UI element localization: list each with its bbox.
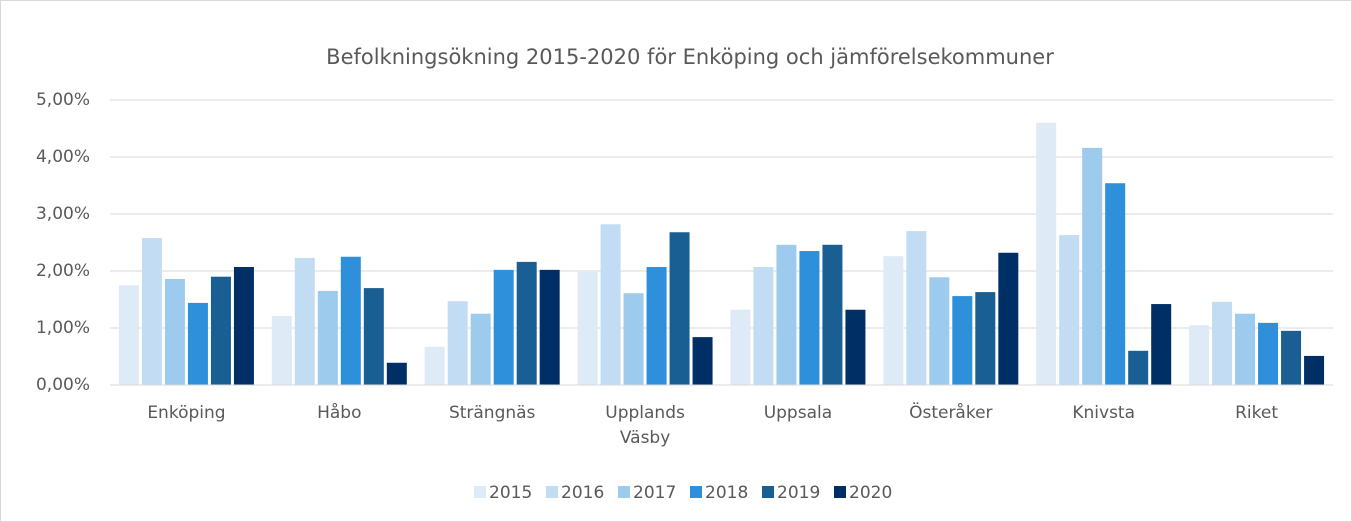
bar: [623, 293, 644, 385]
bar: [493, 269, 514, 385]
bar: [1059, 235, 1080, 385]
bar: [952, 296, 973, 385]
y-tick-label: 4,00%: [36, 147, 90, 167]
x-tick-label: Enköping: [147, 403, 225, 423]
bar: [577, 271, 598, 385]
bar: [730, 309, 751, 385]
bar: [1304, 355, 1325, 385]
bar: [776, 244, 797, 385]
legend-swatch: [546, 486, 558, 498]
legend-swatch: [618, 486, 630, 498]
bar: [799, 251, 820, 385]
bar: [1281, 330, 1302, 385]
bar: [692, 337, 713, 385]
legend-swatch: [762, 486, 774, 498]
legend-label: 2015: [489, 483, 532, 503]
x-tick-label: Österåker: [909, 401, 992, 423]
bar: [975, 292, 996, 385]
legend-label: 2020: [849, 483, 892, 503]
legend-swatch: [474, 486, 486, 498]
chart-title: Befolkningsökning 2015-2020 för Enköping…: [326, 45, 1054, 69]
legend-label: 2017: [633, 483, 676, 503]
bar: [1258, 322, 1279, 385]
bar: [1151, 304, 1172, 385]
x-tick-label: Knivsta: [1072, 403, 1135, 423]
y-tick-label: 3,00%: [36, 204, 90, 224]
bar: [141, 237, 162, 385]
bar: [1036, 122, 1057, 386]
bar: [539, 269, 560, 385]
bar: [669, 232, 690, 385]
bar: [822, 244, 843, 385]
bar: [118, 285, 139, 385]
bar: [424, 346, 445, 385]
legend-label: 2019: [777, 483, 820, 503]
bar: [1235, 313, 1256, 385]
y-tick-label: 0,00%: [36, 375, 90, 395]
bar: [386, 362, 407, 385]
y-tick-label: 5,00%: [36, 90, 90, 110]
bar: [164, 278, 185, 385]
x-tick-label: Upplands Väsby: [605, 403, 685, 448]
x-tick-label: Strängnäs: [449, 403, 536, 423]
bar: [998, 252, 1019, 385]
bar: [600, 224, 621, 385]
legend-swatch: [834, 486, 846, 498]
bar: [929, 277, 950, 385]
y-tick-label: 1,00%: [36, 318, 90, 338]
bar: [1128, 350, 1149, 385]
bar: [470, 313, 491, 385]
bar: [906, 231, 927, 385]
x-tick-label: Riket: [1235, 403, 1278, 423]
bar: [1105, 183, 1126, 385]
bar: [883, 256, 904, 385]
bar: [845, 309, 866, 385]
bar: [317, 290, 338, 385]
bar: [1212, 301, 1233, 385]
bar: [363, 288, 384, 385]
bar: [187, 302, 208, 385]
bar: [210, 276, 231, 385]
bar: [340, 256, 361, 385]
bar: [294, 257, 315, 385]
legend-label: 2016: [561, 483, 604, 503]
bar: [646, 267, 667, 385]
bar: [233, 267, 254, 385]
bar: [1189, 325, 1210, 385]
x-tick-label: Uppsala: [764, 403, 832, 423]
x-tick-label: Håbo: [317, 402, 361, 423]
bar: [516, 261, 537, 385]
y-tick-label: 2,00%: [36, 261, 90, 281]
legend-label: 2018: [705, 483, 748, 503]
bar: [447, 301, 468, 385]
bar: [753, 267, 774, 385]
bar: [1082, 147, 1103, 385]
legend-swatch: [690, 486, 702, 498]
bar: [271, 316, 292, 385]
